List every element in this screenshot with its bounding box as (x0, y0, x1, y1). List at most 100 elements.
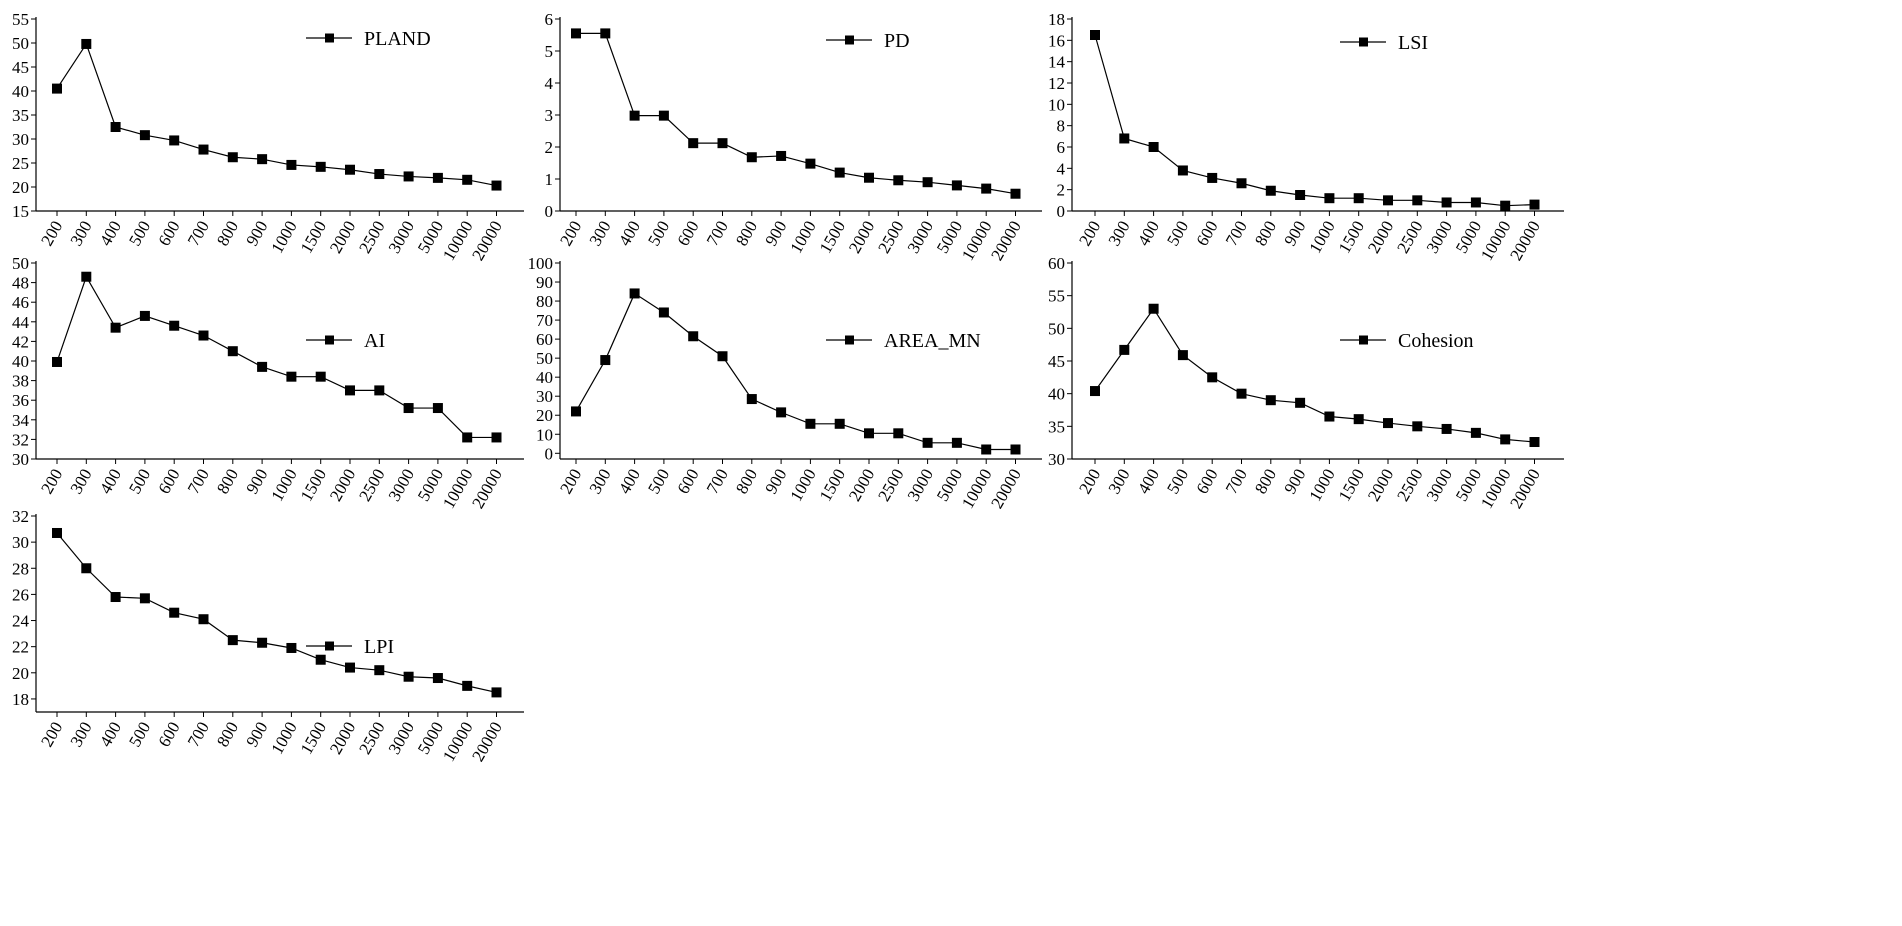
x-tick-label: 2000 (326, 719, 359, 758)
data-point (227, 635, 238, 646)
data-point (198, 614, 209, 625)
data-point (1529, 199, 1540, 210)
x-tick-label: 1000 (1305, 466, 1338, 505)
y-tick-label: 8 (1057, 117, 1066, 136)
data-point (257, 361, 268, 372)
data-point (403, 671, 414, 682)
data-point (1207, 372, 1218, 383)
data-point (1010, 188, 1021, 199)
data-point (1119, 133, 1130, 144)
legend-label: LSI (1398, 32, 1428, 54)
y-tick-label: 70 (536, 311, 553, 330)
series-line (56, 42, 497, 187)
data-point (600, 355, 611, 366)
x-tick-label: 500 (125, 466, 154, 498)
data-point (1353, 193, 1364, 204)
x-tick-label: 900 (1280, 466, 1309, 498)
y-tick-label: 20 (12, 664, 29, 683)
data-point (658, 307, 669, 318)
data-point (227, 346, 238, 357)
x-tick-label: 400 (96, 218, 125, 250)
x-tick-label: 300 (67, 218, 96, 250)
data-point (315, 161, 326, 172)
legend-label: LPI (364, 636, 394, 658)
x-tick-label: 2000 (1364, 218, 1397, 257)
data-point (805, 158, 816, 169)
data-point (257, 637, 268, 648)
y-tick-label: 36 (12, 391, 29, 410)
x-tick-label: 3000 (1423, 218, 1456, 257)
data-point (981, 444, 992, 455)
x-tick-label: 900 (761, 218, 790, 250)
data-point (1412, 421, 1423, 432)
x-tick-label: 1000 (267, 719, 300, 758)
x-tick-label: 900 (242, 466, 271, 498)
x-tick-label: 1500 (816, 218, 849, 257)
x-tick-label: 600 (1192, 218, 1221, 250)
data-point (981, 183, 992, 194)
x-tick-label: 200 (1075, 218, 1104, 250)
data-point (315, 654, 326, 665)
x-tick-label: 800 (732, 466, 761, 498)
x-tick-label: 20000 (468, 466, 506, 512)
data-point (169, 135, 180, 146)
data-point (922, 437, 933, 448)
x-tick-label: 1500 (297, 466, 330, 505)
y-tick-label: 46 (12, 293, 29, 312)
x-tick-label: 800 (1251, 466, 1280, 498)
x-tick-label: 3000 (385, 719, 418, 758)
y-tick-label: 40 (12, 352, 29, 371)
x-tick-label: 1000 (786, 218, 819, 257)
y-tick-label: 28 (12, 559, 29, 578)
data-point (1236, 388, 1247, 399)
x-tick-label: 600 (1192, 466, 1221, 498)
chart-panel-pland: 15 20 25 30 35 40 45 50 55 200 300 400 500 600 700 800 9… (12, 10, 524, 264)
series-line (575, 292, 1016, 451)
x-tick-label: 700 (703, 218, 732, 250)
y-tick-label: 38 (12, 372, 29, 391)
data-point (893, 175, 904, 186)
legend-label: PLAND (364, 28, 431, 50)
x-tick-label: 300 (1105, 466, 1134, 498)
data-point (432, 172, 443, 183)
data-point (81, 271, 92, 282)
x-tick-label: 400 (96, 466, 125, 498)
x-tick-label: 2000 (845, 466, 878, 505)
y-tick-label: 35 (12, 106, 29, 125)
y-tick-label: 30 (12, 130, 29, 149)
y-tick-label: 60 (536, 330, 553, 349)
x-tick-label: 600 (154, 719, 183, 751)
data-point (600, 28, 611, 39)
data-point (1295, 397, 1306, 408)
data-point (345, 385, 355, 396)
series-line (56, 275, 497, 439)
data-point (864, 428, 874, 439)
x-tick-label: 800 (213, 719, 242, 751)
x-tick-label: 20000 (987, 466, 1025, 512)
x-tick-label: 400 (615, 218, 644, 250)
y-tick-label: 20 (12, 178, 29, 197)
data-point (374, 385, 385, 396)
data-point (491, 687, 502, 698)
x-tick-label: 2500 (874, 466, 907, 505)
x-tick-label: 3000 (904, 466, 937, 505)
x-tick-label: 3000 (385, 218, 418, 257)
y-tick-label: 50 (1048, 319, 1065, 338)
x-tick-label: 2500 (874, 218, 907, 257)
x-tick-label: 300 (1105, 218, 1134, 250)
x-tick-label: 2000 (1364, 466, 1397, 505)
data-point (834, 418, 845, 429)
y-tick-label: 55 (1048, 287, 1065, 306)
data-point (1500, 200, 1511, 211)
x-tick-label: 1500 (1335, 218, 1368, 257)
data-point (717, 138, 728, 149)
y-tick-label: 25 (12, 154, 29, 173)
y-tick-label: 60 (1048, 254, 1065, 273)
y-tick-label: 10 (1048, 95, 1065, 114)
x-tick-label: 800 (1251, 218, 1280, 250)
y-tick-label: 10 (536, 425, 553, 444)
x-tick-label: 20000 (1506, 218, 1544, 264)
